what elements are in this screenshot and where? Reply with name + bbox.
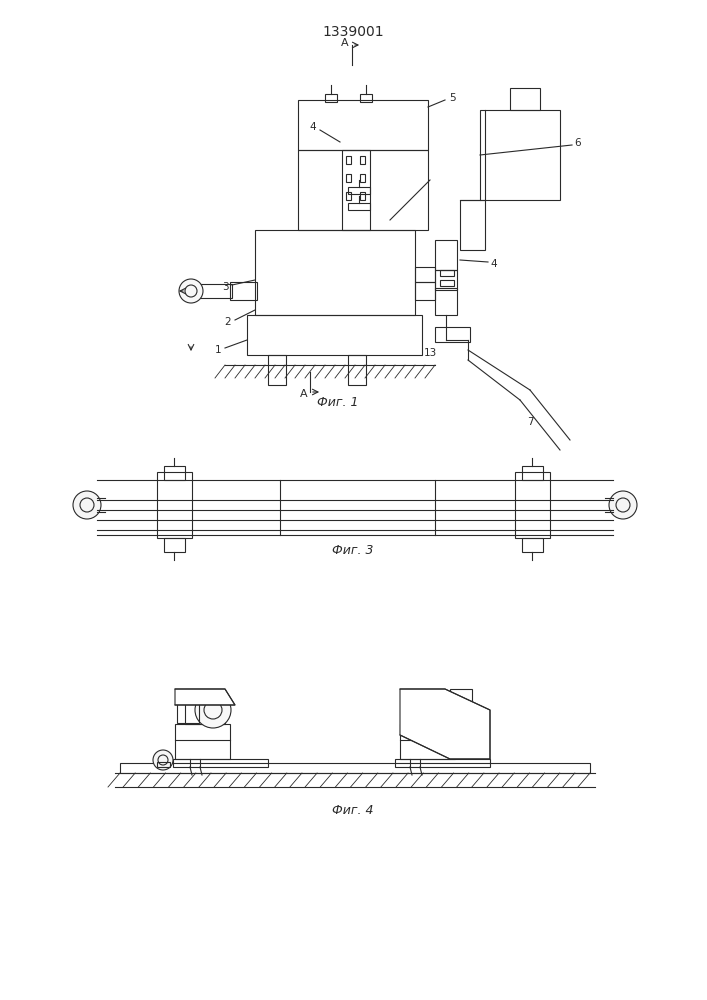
Bar bbox=[185, 689, 225, 724]
Text: 2: 2 bbox=[225, 317, 231, 327]
Bar bbox=[360, 156, 365, 164]
Bar bbox=[200, 284, 232, 298]
Bar bbox=[325, 94, 337, 102]
Bar bbox=[480, 110, 560, 200]
Bar bbox=[120, 763, 590, 773]
Text: 3: 3 bbox=[222, 282, 228, 292]
Polygon shape bbox=[175, 689, 235, 705]
Bar bbox=[268, 355, 286, 385]
Text: 1: 1 bbox=[215, 345, 221, 355]
Bar bbox=[247, 315, 422, 355]
Bar bbox=[405, 689, 445, 724]
Circle shape bbox=[153, 750, 173, 770]
Text: 4: 4 bbox=[491, 259, 497, 269]
Bar bbox=[400, 724, 455, 759]
Bar bbox=[360, 174, 365, 182]
Bar bbox=[348, 355, 366, 385]
Bar bbox=[177, 703, 199, 723]
Bar bbox=[157, 472, 192, 538]
Bar bbox=[510, 88, 540, 110]
Bar bbox=[522, 538, 543, 552]
Bar bbox=[348, 187, 370, 194]
Bar bbox=[440, 270, 454, 276]
Text: 7: 7 bbox=[527, 417, 533, 427]
Bar bbox=[450, 703, 472, 723]
Bar bbox=[395, 759, 490, 767]
Bar bbox=[435, 240, 457, 270]
Circle shape bbox=[73, 491, 101, 519]
Circle shape bbox=[195, 692, 231, 728]
Text: Фиг. 4: Фиг. 4 bbox=[332, 804, 374, 816]
Bar bbox=[255, 230, 415, 315]
Bar bbox=[460, 200, 485, 250]
Text: 1339001: 1339001 bbox=[322, 25, 384, 39]
Text: 6: 6 bbox=[575, 138, 581, 148]
Circle shape bbox=[409, 692, 445, 728]
Bar bbox=[157, 762, 170, 767]
Bar bbox=[348, 203, 370, 210]
Bar bbox=[164, 466, 185, 480]
Bar bbox=[342, 150, 370, 230]
Bar bbox=[298, 100, 428, 150]
Text: A: A bbox=[300, 389, 308, 399]
Bar bbox=[415, 282, 435, 300]
Bar bbox=[164, 538, 185, 552]
Bar bbox=[230, 282, 257, 300]
Text: 13: 13 bbox=[423, 348, 437, 358]
Bar bbox=[175, 724, 230, 759]
Circle shape bbox=[179, 279, 203, 303]
Bar bbox=[360, 192, 365, 200]
Text: 4: 4 bbox=[310, 122, 316, 132]
Bar bbox=[435, 288, 457, 315]
Bar bbox=[522, 466, 543, 480]
Bar bbox=[298, 150, 428, 230]
Bar bbox=[360, 94, 372, 102]
Polygon shape bbox=[400, 689, 490, 759]
Bar bbox=[415, 267, 435, 282]
Bar bbox=[450, 689, 472, 703]
Bar bbox=[515, 472, 550, 538]
Text: A: A bbox=[341, 38, 349, 48]
Text: Фиг. 3: Фиг. 3 bbox=[332, 544, 374, 556]
Text: Фиг. 1: Фиг. 1 bbox=[317, 396, 358, 410]
Bar bbox=[346, 192, 351, 200]
Bar bbox=[440, 280, 454, 286]
Text: 5: 5 bbox=[449, 93, 455, 103]
Bar bbox=[173, 759, 268, 767]
Bar bbox=[346, 174, 351, 182]
Bar bbox=[346, 156, 351, 164]
Bar bbox=[435, 327, 470, 342]
Circle shape bbox=[609, 491, 637, 519]
Bar bbox=[435, 270, 457, 290]
